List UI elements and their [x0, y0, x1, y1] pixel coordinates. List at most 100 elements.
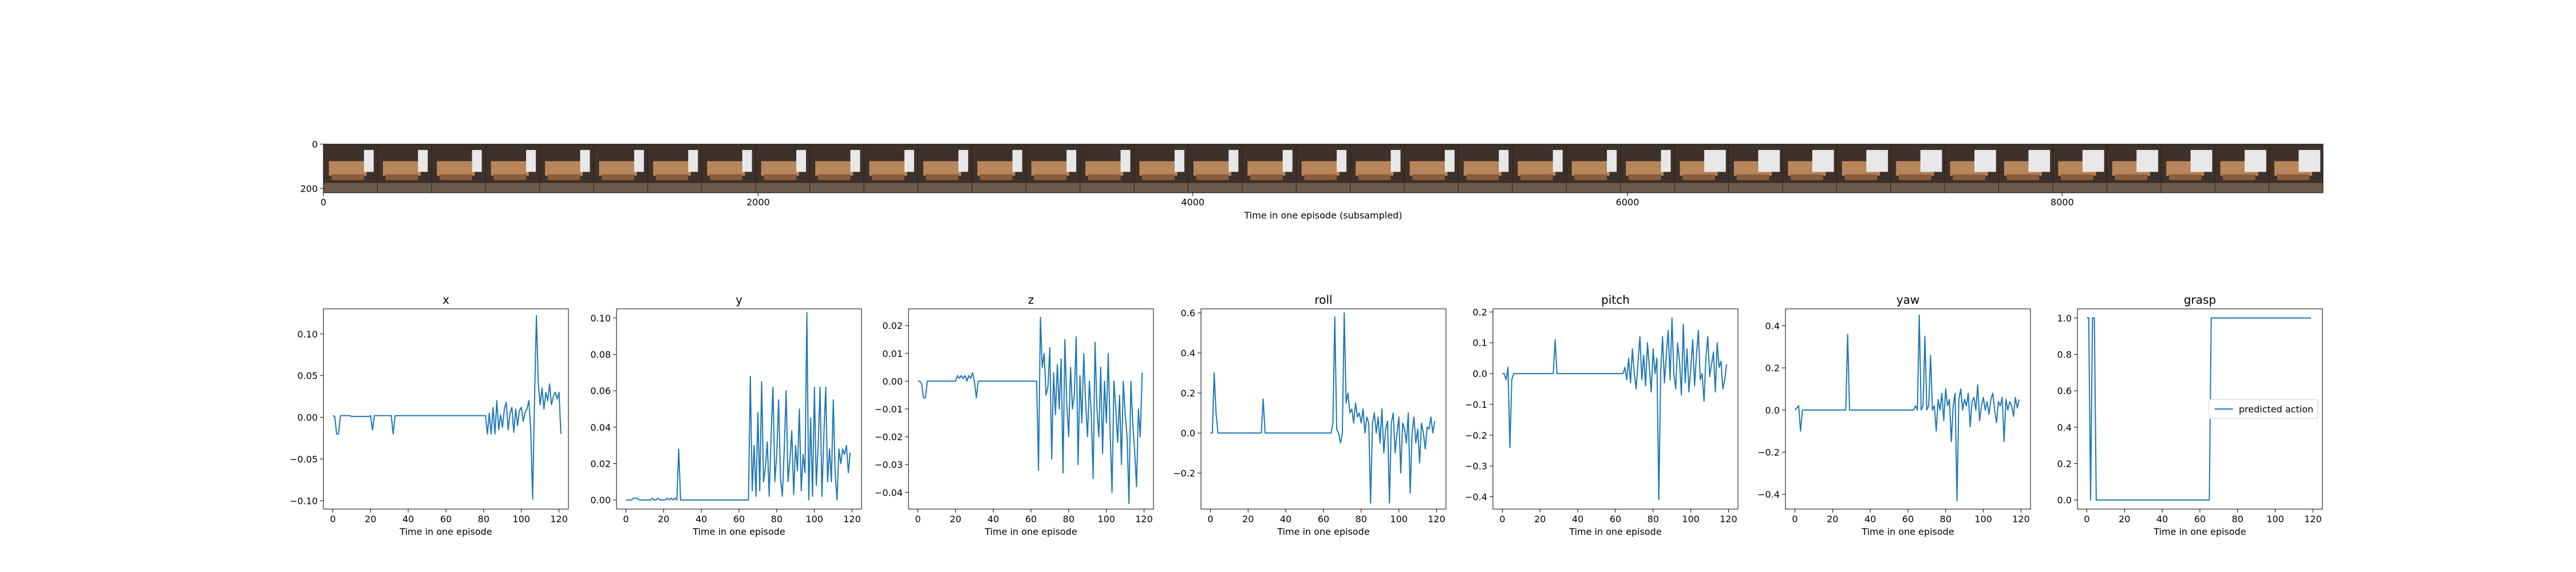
filmstrip-frame — [1404, 144, 1459, 193]
filmstrip-frame — [485, 144, 540, 193]
frame-tray-edge — [872, 174, 904, 180]
chart-title: z — [1028, 293, 1034, 307]
x-axis-label: Time in one episode — [1861, 526, 1954, 537]
frame-tray-edge — [1412, 174, 1445, 180]
x-tick-label: 40 — [2156, 514, 2168, 525]
y-tick-label: −0.3 — [1465, 461, 1487, 472]
frame-floor — [1080, 183, 1135, 193]
frame-tray-edge — [1520, 174, 1553, 180]
frame-gripper — [1390, 150, 1401, 172]
y-tick-label: 0.8 — [2057, 349, 2072, 360]
x-axis-label: Time in one episode — [1277, 526, 1369, 537]
series-line — [1794, 315, 2020, 502]
frame-tray-edge — [655, 174, 689, 180]
frame-tray-edge — [547, 174, 580, 180]
filmstrip-frame — [647, 144, 702, 193]
y-tick-label: 0.2 — [1181, 388, 1195, 399]
frame-tray-edge — [1953, 174, 1985, 180]
plot-area — [1493, 309, 1738, 509]
frame-gripper — [796, 150, 807, 172]
filmstrip-border — [323, 144, 2324, 193]
y-tick-label: 0.02 — [590, 458, 611, 469]
frame-tray-edge — [709, 174, 742, 180]
frame-tray-edge — [926, 174, 959, 180]
frame-gripper — [1704, 150, 1726, 172]
y-tick-label: 0.2 — [1765, 363, 1780, 374]
frame-tray — [437, 161, 475, 176]
series-line — [626, 312, 851, 501]
filmstrip-frame — [539, 144, 594, 193]
y-tick-label: 0.0 — [1473, 368, 1487, 379]
x-tick-label: 80 — [1063, 514, 1074, 525]
frame-floor — [756, 183, 810, 193]
frame-floor — [539, 183, 594, 193]
frame-tray-edge — [1358, 174, 1391, 180]
frame-floor — [2215, 183, 2269, 193]
frame-gripper — [850, 150, 860, 172]
legend: predicted action — [2208, 399, 2318, 419]
x-tick-label: 100 — [512, 514, 530, 525]
x-tick-label: 100 — [1097, 514, 1115, 525]
frame-tray — [707, 161, 745, 176]
frame-tray-edge — [2061, 174, 2093, 180]
frame-gripper — [1661, 150, 1671, 172]
chart-title: x — [442, 293, 449, 307]
legend-box — [2208, 399, 2318, 419]
x-tick-label: 0 — [915, 514, 920, 525]
x-tick-label: 20 — [1827, 514, 1838, 525]
frame-tray-edge — [2006, 174, 2040, 180]
chart-yaw: 0 20 40 60 80 100 120 −0.4 −0.2 0.0 0.2 0.4 yaw Time … — [1757, 293, 2031, 537]
frame-floor — [2052, 183, 2107, 193]
filmstrip-frame — [1674, 144, 1729, 193]
frame-tray — [1518, 161, 1556, 176]
x-axis-label: Time in one episode — [1568, 526, 1661, 537]
filmstrip-frame — [1890, 144, 1945, 193]
frame-tray — [545, 161, 583, 176]
chart-x: 0 20 40 60 80 100 120 −0.10 −0.05 0.00 0.05 0.10 x Ti… — [290, 293, 569, 537]
chart-grasp: 0 20 40 60 80 100 120 0.0 0.2 0.4 0.6 0.8 1.0 grasp Ti… — [2057, 293, 2323, 537]
x-tick-label: 80 — [478, 514, 489, 525]
frame-floor — [485, 183, 540, 193]
chart-title: yaw — [1897, 293, 1919, 307]
filmstrip-frame — [1133, 144, 1188, 193]
x-tick-label: 20 — [658, 514, 669, 525]
frame-tray — [1463, 161, 1502, 176]
x-tick-label: 100 — [1682, 514, 1700, 525]
frame-floor — [1350, 183, 1405, 193]
frame-floor — [377, 183, 432, 193]
frame-gripper — [2136, 150, 2159, 172]
x-tick-label: 0 — [330, 514, 335, 525]
x-tick-label: 60 — [1025, 514, 1037, 525]
filmstrip-frame — [1187, 144, 1242, 193]
x-tick-label: 20 — [950, 514, 961, 525]
frame-gripper — [1066, 150, 1077, 172]
action-charts: 0 20 40 60 80 100 120−0.10−0.050.000.050.10xTi… — [290, 293, 2323, 537]
x-tick-label: 120 — [1720, 514, 1737, 525]
frame-floor — [1026, 183, 1080, 193]
frame-floor — [1620, 183, 1675, 193]
y-tick-label: 0.00 — [297, 412, 318, 423]
y-tick-label: 0.2 — [1473, 307, 1487, 317]
frame-tray — [815, 161, 854, 176]
frame-gripper — [1012, 150, 1022, 172]
chart-title: pitch — [1601, 293, 1630, 307]
x-axis-label: Time in one episode — [2153, 526, 2246, 537]
y-tick-label: 0.08 — [590, 349, 611, 360]
x-tick-label: 40 — [1280, 514, 1291, 525]
frame-tray — [599, 161, 637, 176]
filmstrip-frame — [1295, 144, 1350, 193]
x-tick-label: 20 — [365, 514, 376, 525]
chart-pitch: 0 20 40 60 80 100 120 −0.4 −0.3 −0.2 −0.1 0.0 0.1 0.2… — [1465, 293, 1739, 537]
frame-gripper — [1607, 150, 1617, 172]
filmstrip-frames — [323, 144, 2323, 193]
plot-area — [1785, 309, 2030, 509]
filmstrip-frame — [755, 144, 810, 193]
filmstrip-frame — [701, 144, 756, 193]
frame-tray-edge — [1628, 174, 1661, 180]
frame-floor — [1566, 183, 1621, 193]
frame-floor — [1945, 183, 1999, 193]
series-line — [918, 316, 1143, 505]
x-tick-label: 120 — [2304, 514, 2322, 525]
